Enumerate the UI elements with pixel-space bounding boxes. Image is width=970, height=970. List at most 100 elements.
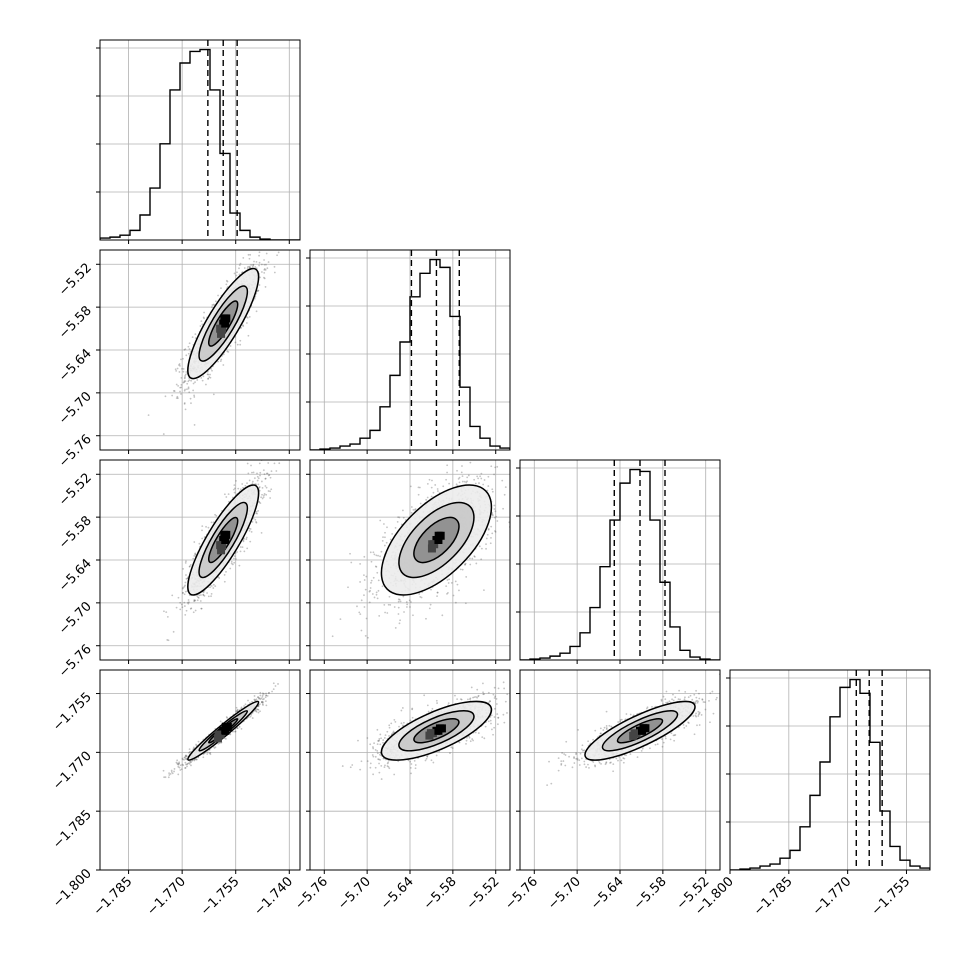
scatter-point xyxy=(247,253,250,256)
scatter-point xyxy=(491,490,494,493)
scatter-point xyxy=(207,378,209,380)
scatter-point xyxy=(187,386,190,389)
scatter-point xyxy=(426,496,429,499)
scatter-point xyxy=(436,591,439,594)
histogram-2 xyxy=(520,468,720,660)
scatter-point xyxy=(373,553,376,556)
scatter-point xyxy=(190,764,192,767)
scatter-point xyxy=(206,753,209,755)
scatter-point xyxy=(501,479,504,482)
scatter-point xyxy=(212,587,215,589)
scatter-point xyxy=(200,594,202,596)
scatter-point xyxy=(510,506,512,508)
scatter-point xyxy=(222,353,225,356)
scatter-point xyxy=(258,254,260,257)
scatter-point xyxy=(363,574,365,577)
scatter-point xyxy=(431,479,433,482)
scatter-point xyxy=(239,550,242,553)
scatter-point xyxy=(184,376,186,379)
scatter-point xyxy=(482,483,485,486)
scatter-point xyxy=(194,609,197,612)
scatter-point xyxy=(180,768,183,771)
scatter-point xyxy=(356,605,358,608)
scatter-point xyxy=(192,611,195,614)
scatter-point xyxy=(214,300,217,303)
scatter-point xyxy=(520,475,522,477)
scatter-point xyxy=(260,532,263,534)
scatter-point xyxy=(168,774,171,776)
scatter-point xyxy=(466,476,469,479)
scatter-point xyxy=(446,592,448,595)
scatter-point xyxy=(275,451,277,453)
scatter-point xyxy=(183,593,186,596)
scatter-point xyxy=(245,536,248,539)
scatter-point xyxy=(233,272,236,275)
histogram-1 xyxy=(310,258,510,450)
scatter-point xyxy=(412,614,414,617)
scatter-point xyxy=(399,600,402,603)
scatter-point xyxy=(467,474,470,477)
scatter-point xyxy=(376,597,379,600)
scatter-point xyxy=(203,594,206,597)
scatter-point xyxy=(483,589,485,592)
scatter-point xyxy=(194,599,197,602)
scatter-point xyxy=(255,710,258,713)
scatter-point xyxy=(258,486,261,489)
scatter-point xyxy=(387,603,390,606)
scatter-point xyxy=(177,596,180,599)
scatter-point xyxy=(464,602,467,605)
scatter-point xyxy=(461,475,464,478)
scatter-point xyxy=(212,303,215,306)
scatter-point xyxy=(183,377,186,380)
scatter-point xyxy=(258,261,261,264)
scatter-point xyxy=(473,478,476,481)
scatter-point xyxy=(179,390,181,393)
scatter-point xyxy=(257,708,260,711)
scatter-point xyxy=(254,518,257,521)
scatter-point xyxy=(236,343,239,346)
scatter-point xyxy=(365,575,368,578)
scatter-point xyxy=(207,377,210,380)
scatter-point xyxy=(188,342,191,345)
scatter-point xyxy=(363,579,366,581)
scatter-point xyxy=(192,746,195,749)
scatter-point xyxy=(190,402,192,405)
density-core-cell xyxy=(222,314,231,323)
scatter-point xyxy=(256,479,259,482)
scatter-point xyxy=(397,600,400,603)
scatter-point xyxy=(267,692,270,695)
scatter-point xyxy=(267,490,270,492)
scatter-point xyxy=(261,493,263,496)
scatter-point xyxy=(162,433,165,435)
scatter-point xyxy=(420,596,423,599)
scatter-point xyxy=(186,577,189,580)
scatter-point xyxy=(208,376,211,378)
scatter-point xyxy=(188,565,191,568)
scatter-point xyxy=(478,545,481,548)
scatter-point xyxy=(184,408,187,411)
scatter-point xyxy=(224,737,227,740)
scatter-point xyxy=(381,539,384,542)
scatter-point xyxy=(165,611,168,614)
scatter-point xyxy=(409,606,411,608)
scatter-point xyxy=(210,592,213,595)
scatter-point xyxy=(370,579,373,582)
scatter-point xyxy=(459,568,462,571)
scatter-point xyxy=(198,594,201,597)
density-core-cell xyxy=(222,530,231,539)
scatter-point xyxy=(253,260,255,263)
scatter-point xyxy=(406,606,408,608)
scatter-point xyxy=(180,393,182,395)
scatter-point xyxy=(185,577,188,580)
scatter-point xyxy=(262,469,265,472)
scatter-point xyxy=(239,339,242,342)
scatter-point xyxy=(263,277,266,280)
scatter-point xyxy=(447,591,449,594)
scatter-point xyxy=(186,382,189,385)
scatter-point xyxy=(248,266,251,269)
scatter-point xyxy=(267,474,270,477)
panel-1-1 xyxy=(306,249,511,454)
scatter-point xyxy=(196,379,199,381)
scatter-point xyxy=(196,595,199,597)
scatter-point xyxy=(511,488,513,490)
